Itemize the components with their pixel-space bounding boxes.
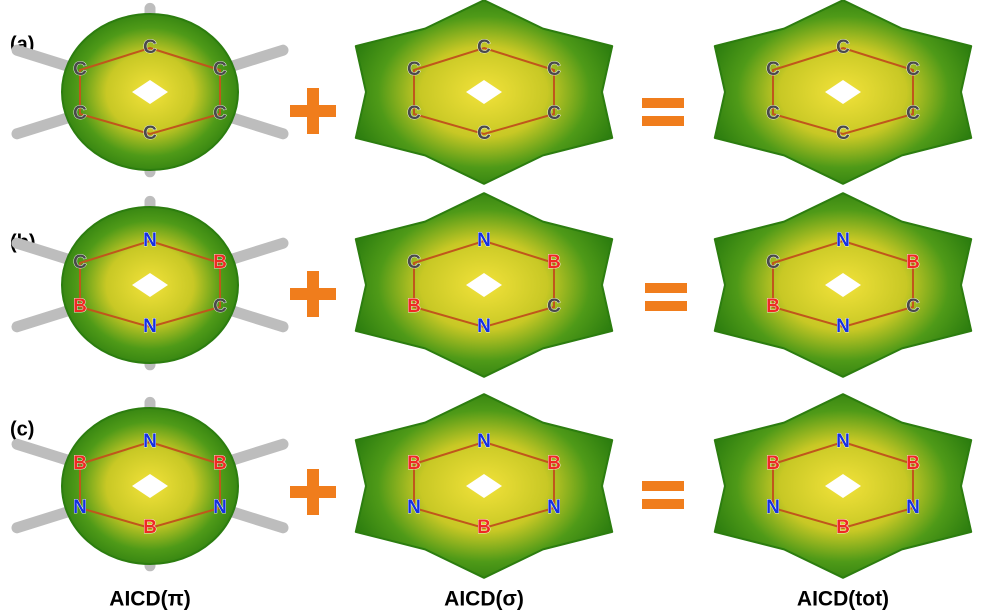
- atom-label: C: [766, 59, 780, 80]
- atom-label: N: [407, 497, 421, 518]
- atom-label: B: [143, 517, 157, 538]
- atom-label: C: [213, 296, 227, 317]
- atom-label: N: [477, 431, 491, 452]
- atom-label: C: [477, 37, 491, 58]
- atom-label: N: [143, 316, 157, 337]
- atom-label: N: [836, 431, 850, 452]
- column-caption: AICD(tot): [797, 588, 889, 611]
- atom-label: C: [906, 103, 920, 124]
- atom-label: N: [143, 230, 157, 251]
- atom-label: B: [836, 517, 850, 538]
- molecule: C C C C C C: [715, 0, 971, 184]
- atom-label: N: [213, 497, 227, 518]
- atom-label: C: [407, 103, 421, 124]
- atom-label: C: [477, 123, 491, 144]
- atom-label: C: [836, 37, 850, 58]
- atom-label: C: [143, 37, 157, 58]
- molecule: N B N B N B: [356, 394, 612, 578]
- atom-label: B: [407, 296, 421, 317]
- atom-label: N: [906, 497, 920, 518]
- atom-label: C: [766, 103, 780, 124]
- atom-label: B: [906, 252, 920, 273]
- column-caption: AICD(π): [109, 588, 190, 611]
- row-label: (c): [10, 418, 34, 440]
- atom-label: C: [213, 59, 227, 80]
- atom-label: N: [143, 431, 157, 452]
- atom-label: C: [213, 103, 227, 124]
- atom-label: N: [477, 230, 491, 251]
- atom-label: B: [213, 453, 227, 474]
- atom-label: N: [547, 497, 561, 518]
- atom-label: B: [213, 252, 227, 273]
- molecule: C C C C C C: [17, 8, 283, 171]
- atom-label: N: [477, 316, 491, 337]
- molecule: N B N B N B: [17, 402, 283, 565]
- molecule: N B C N B C: [715, 193, 971, 377]
- molecule: N B C N B C: [17, 201, 283, 364]
- atom-label: C: [143, 123, 157, 144]
- atom-label: C: [906, 59, 920, 80]
- atom-label: C: [73, 103, 87, 124]
- atom-label: B: [477, 517, 491, 538]
- atom-label: B: [547, 453, 561, 474]
- atom-label: B: [73, 296, 87, 317]
- molecule: C C C C C C: [356, 0, 612, 184]
- atom-label: C: [766, 252, 780, 273]
- atom-label: N: [836, 230, 850, 251]
- atom-label: B: [766, 453, 780, 474]
- atom-label: N: [73, 497, 87, 518]
- figure: (a)CCCCCCCCCCCCCCCCCC(b)NBCNBCNBCNBCNBCN…: [0, 0, 982, 614]
- atom-label: C: [547, 103, 561, 124]
- atom-label: C: [547, 296, 561, 317]
- atom-label: C: [407, 59, 421, 80]
- atom-label: C: [836, 123, 850, 144]
- atom-label: B: [906, 453, 920, 474]
- atom-label: B: [547, 252, 561, 273]
- atom-label: C: [547, 59, 561, 80]
- atom-label: B: [407, 453, 421, 474]
- atom-label: B: [73, 453, 87, 474]
- atom-label: B: [766, 296, 780, 317]
- column-caption: AICD(σ): [444, 588, 524, 611]
- atom-label: C: [906, 296, 920, 317]
- atom-label: N: [766, 497, 780, 518]
- atom-label: N: [836, 316, 850, 337]
- molecule: N B N B N B: [715, 394, 971, 578]
- atom-label: C: [407, 252, 421, 273]
- atom-label: C: [73, 252, 87, 273]
- atom-label: C: [73, 59, 87, 80]
- molecule: N B C N B C: [356, 193, 612, 377]
